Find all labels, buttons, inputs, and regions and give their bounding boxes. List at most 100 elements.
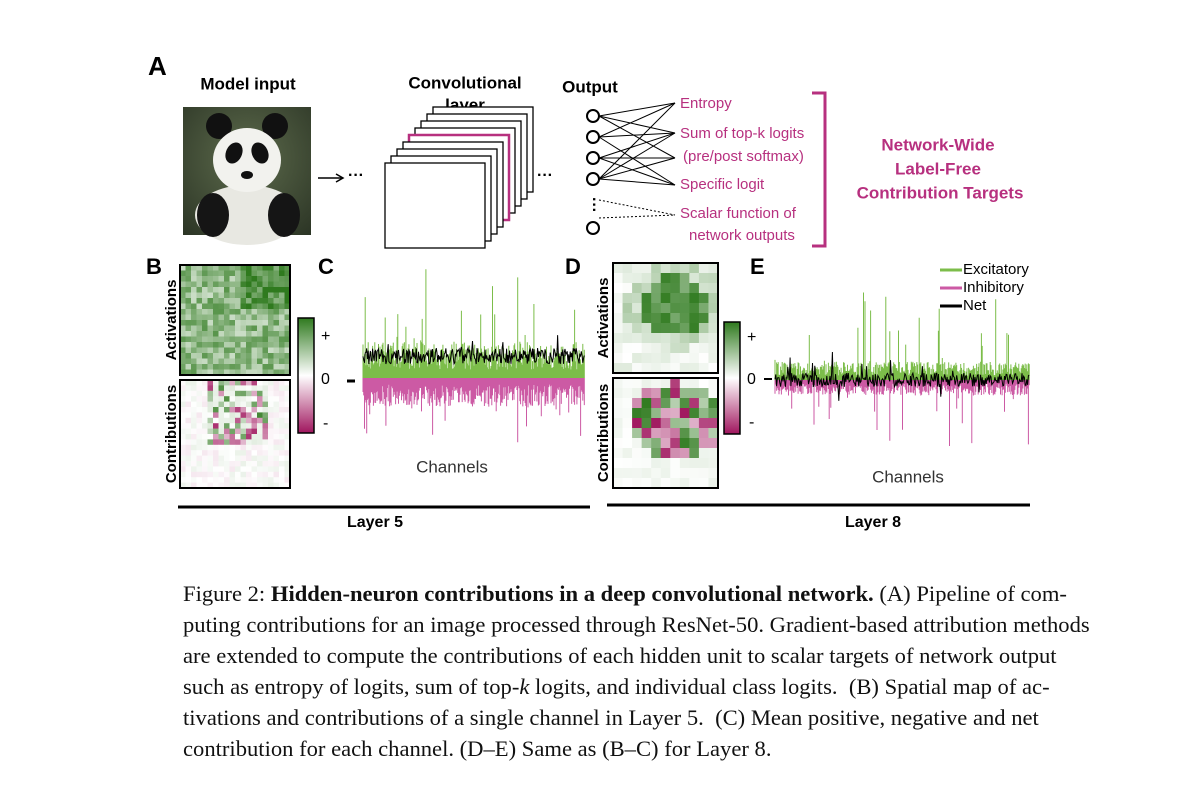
cell	[632, 273, 642, 284]
cell	[196, 270, 203, 277]
cell	[660, 303, 671, 314]
cell	[262, 482, 269, 489]
cell	[268, 412, 274, 419]
cell	[622, 478, 633, 489]
cell	[240, 314, 247, 321]
cell	[246, 265, 252, 271]
cell	[708, 303, 719, 314]
cell	[698, 478, 709, 489]
target: (pre/post softmax)	[683, 148, 804, 165]
cell	[180, 412, 186, 419]
cell	[180, 401, 186, 408]
cell	[207, 276, 214, 282]
cell	[224, 396, 230, 402]
panel-label: D	[565, 254, 581, 279]
cell	[273, 401, 280, 408]
cell	[284, 270, 291, 277]
cell	[251, 309, 258, 315]
cell	[273, 314, 280, 321]
cell	[218, 292, 225, 299]
cell	[651, 333, 662, 344]
cell	[262, 364, 269, 370]
cell	[262, 369, 269, 376]
cell	[251, 364, 258, 370]
cell	[251, 390, 258, 397]
cell	[235, 434, 241, 440]
cell	[632, 468, 642, 479]
cell	[246, 471, 252, 478]
cell	[251, 439, 258, 446]
cell	[240, 292, 247, 299]
cell	[651, 458, 662, 469]
cell	[660, 313, 671, 324]
node	[586, 172, 600, 186]
cell	[235, 342, 241, 348]
cell	[196, 423, 203, 429]
cell	[229, 450, 236, 456]
cell	[235, 314, 241, 321]
cell	[698, 263, 709, 274]
cell	[207, 298, 214, 304]
cell	[262, 401, 269, 408]
cell	[224, 331, 230, 337]
cell	[279, 477, 285, 483]
cell	[660, 408, 671, 419]
cell	[196, 265, 203, 271]
cell	[279, 466, 285, 473]
cell	[213, 265, 219, 271]
cell	[679, 283, 690, 294]
cell	[273, 477, 280, 483]
cell	[679, 428, 690, 439]
cell	[651, 313, 662, 324]
cell	[251, 265, 258, 271]
cell	[279, 461, 285, 467]
cell	[622, 448, 633, 459]
cell	[202, 455, 208, 462]
cell	[235, 466, 241, 473]
cell	[240, 265, 247, 271]
cell	[229, 369, 236, 376]
cell	[279, 314, 285, 321]
cell	[632, 398, 642, 409]
cell	[273, 292, 280, 299]
cell	[202, 434, 208, 440]
cell	[218, 325, 225, 332]
caption-text: Figure 2:	[183, 581, 271, 606]
cell	[257, 325, 263, 332]
cell	[246, 347, 252, 354]
cell	[622, 353, 633, 364]
cell	[622, 293, 633, 304]
cell	[180, 298, 186, 304]
cell	[257, 336, 263, 343]
cell	[273, 482, 280, 489]
cell	[202, 412, 208, 419]
cell	[651, 343, 662, 354]
cell	[660, 363, 671, 374]
cell	[689, 418, 700, 429]
cell	[622, 363, 633, 374]
cell	[273, 471, 280, 478]
cell	[268, 331, 274, 337]
cell	[268, 461, 274, 467]
cell	[224, 265, 230, 271]
cell	[191, 396, 197, 402]
node	[586, 109, 600, 123]
cell	[224, 325, 230, 332]
cell	[257, 450, 263, 456]
cell	[284, 358, 291, 365]
cell	[185, 369, 192, 376]
cell	[262, 298, 269, 304]
cell	[651, 468, 662, 479]
cell	[180, 287, 186, 293]
cell	[191, 270, 197, 277]
cell	[622, 458, 633, 469]
cell	[196, 450, 203, 456]
cell	[191, 369, 197, 376]
cell	[268, 428, 274, 435]
cell	[268, 309, 274, 315]
cell	[207, 428, 214, 435]
caption-text: tivations and contributions of a single …	[183, 705, 1039, 730]
cell	[708, 438, 719, 449]
cell	[240, 298, 247, 304]
cell	[218, 385, 225, 392]
